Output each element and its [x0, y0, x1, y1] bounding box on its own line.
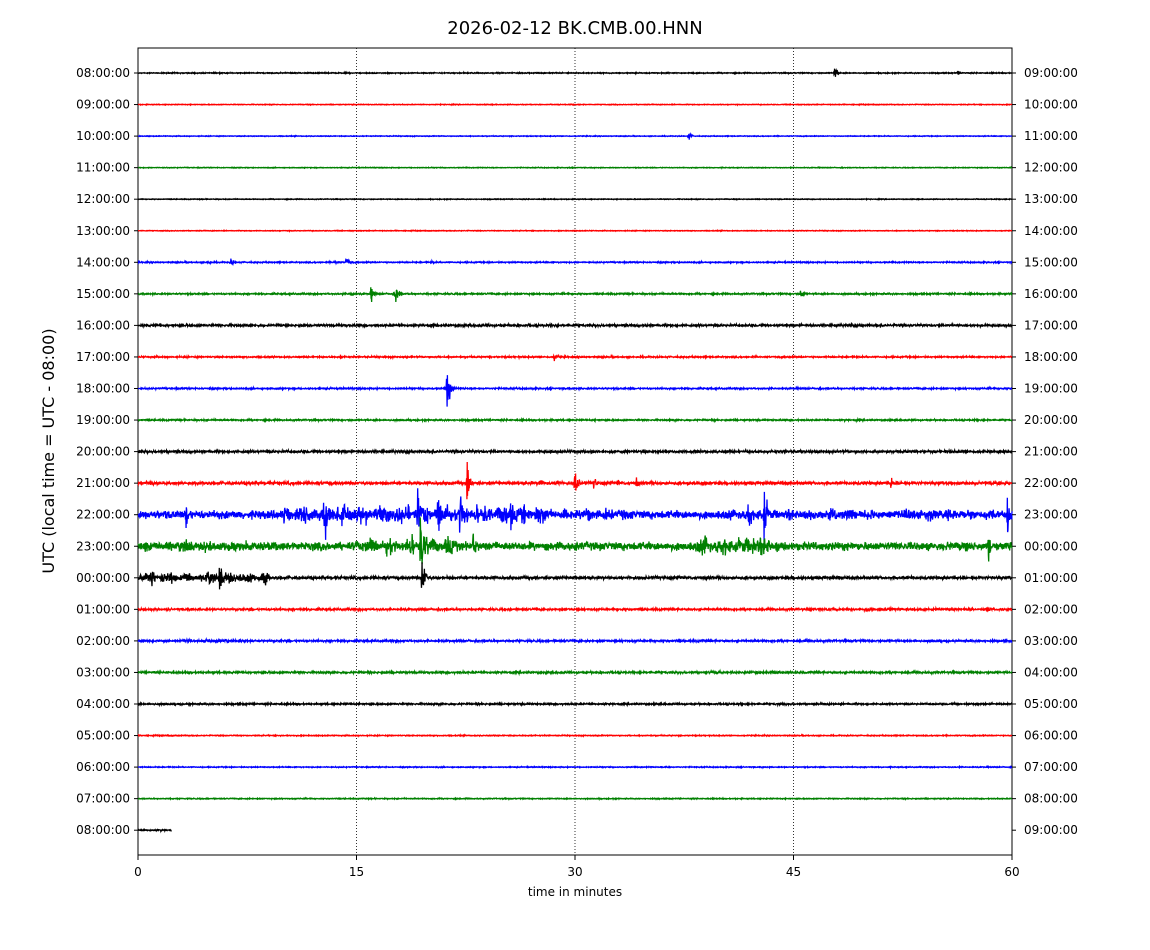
trace-17: [137, 562, 1013, 590]
right-time-label: 11:00:00: [1024, 129, 1078, 143]
right-time-label: 16:00:00: [1024, 287, 1078, 301]
left-time-label: 01:00:00: [76, 602, 130, 616]
seismic-traces: [137, 67, 1013, 834]
trace-3: [137, 131, 1013, 140]
x-axis-label: time in minutes: [528, 885, 622, 899]
left-time-label: 16:00:00: [76, 318, 130, 332]
x-tick-label: 30: [567, 865, 582, 879]
left-time-label: 14:00:00: [76, 255, 130, 269]
right-time-label: 03:00:00: [1024, 634, 1078, 648]
left-time-label: 22:00:00: [76, 508, 130, 522]
x-tick-label: 15: [349, 865, 364, 879]
trace-20: [137, 668, 1013, 677]
trace-6: [137, 228, 1013, 233]
chart-title: 2026-02-12 BK.CMB.00.HNN: [447, 18, 702, 39]
trace-2: [137, 102, 1013, 107]
right-time-label: 13:00:00: [1024, 192, 1078, 206]
right-time-label: 12:00:00: [1024, 161, 1078, 175]
right-time-label: 00:00:00: [1024, 539, 1078, 553]
x-tick-label: 60: [1004, 865, 1019, 879]
x-gridlines: [356, 48, 794, 855]
left-time-label: 19:00:00: [76, 413, 130, 427]
trace-18: [137, 605, 1013, 614]
right-time-label: 06:00:00: [1024, 729, 1078, 743]
left-time-label: 07:00:00: [76, 792, 130, 806]
right-time-labels: 09:00:00 10:00:00 11:00:00 12:00:00 13:00:00…: [1012, 66, 1078, 837]
right-time-label: 22:00:00: [1024, 476, 1078, 490]
left-time-label: 20:00:00: [76, 445, 130, 459]
trace-21: [137, 700, 1013, 708]
right-time-label: 17:00:00: [1024, 318, 1078, 332]
right-time-label: 09:00:00: [1024, 66, 1078, 80]
left-time-label: 13:00:00: [76, 224, 130, 238]
trace-5: [137, 197, 1013, 202]
left-time-label: 09:00:00: [76, 98, 130, 112]
right-time-label: 08:00:00: [1024, 792, 1078, 806]
x-tick-label: 0: [134, 865, 142, 879]
left-time-label: 11:00:00: [76, 161, 130, 175]
right-time-label: 18:00:00: [1024, 350, 1078, 364]
left-time-label: 02:00:00: [76, 634, 130, 648]
right-time-label: 04:00:00: [1024, 665, 1078, 679]
trace-22: [137, 733, 1013, 739]
left-time-label: 15:00:00: [76, 287, 130, 301]
left-time-label: 12:00:00: [76, 192, 130, 206]
left-time-label: 17:00:00: [76, 350, 130, 364]
left-time-label: 04:00:00: [76, 697, 130, 711]
trace-24: [137, 796, 1013, 802]
right-time-label: 20:00:00: [1024, 413, 1078, 427]
left-time-labels: 08:00:00 09:00:00 10:00:00 11:00:00 12:00:00…: [76, 66, 138, 837]
y-axis-label: UTC (local time = UTC - 08:00): [39, 328, 58, 573]
trace-13: [137, 447, 1013, 456]
left-time-label: 10:00:00: [76, 129, 130, 143]
left-time-label: 21:00:00: [76, 476, 130, 490]
left-time-label: 03:00:00: [76, 665, 130, 679]
trace-14: [137, 461, 1013, 500]
right-time-label: 21:00:00: [1024, 445, 1078, 459]
trace-4: [137, 165, 1013, 170]
x-tick-label: 45: [786, 865, 801, 879]
left-time-label: 05:00:00: [76, 729, 130, 743]
right-time-label: 19:00:00: [1024, 382, 1078, 396]
right-time-label: 14:00:00: [1024, 224, 1078, 238]
trace-16: [137, 517, 1013, 565]
right-time-label: 07:00:00: [1024, 760, 1078, 774]
trace-7: [137, 257, 1013, 267]
trace-10: [137, 353, 1013, 362]
trace-1: [137, 67, 1013, 77]
trace-25: [137, 828, 172, 834]
x-axis-ticks: 0 15 30 45 60: [134, 855, 1020, 879]
left-time-label: 23:00:00: [76, 539, 130, 553]
left-time-label: 08:00:00: [76, 66, 130, 80]
trace-8: [137, 287, 1013, 303]
right-time-label: 02:00:00: [1024, 602, 1078, 616]
right-time-label: 05:00:00: [1024, 697, 1078, 711]
left-time-label: 18:00:00: [76, 382, 130, 396]
left-time-label: 08:00:00: [76, 823, 130, 837]
trace-15: [137, 488, 1013, 541]
right-time-label: 10:00:00: [1024, 98, 1078, 112]
right-time-label: 15:00:00: [1024, 255, 1078, 269]
trace-9: [137, 321, 1013, 330]
trace-19: [137, 637, 1013, 645]
right-time-label: 09:00:00: [1024, 823, 1078, 837]
left-time-label: 06:00:00: [76, 760, 130, 774]
trace-12: [137, 416, 1013, 424]
right-time-label: 23:00:00: [1024, 508, 1078, 522]
left-time-label: 00:00:00: [76, 571, 130, 585]
right-time-label: 01:00:00: [1024, 571, 1078, 585]
trace-23: [137, 764, 1013, 770]
trace-11: [137, 375, 1013, 407]
